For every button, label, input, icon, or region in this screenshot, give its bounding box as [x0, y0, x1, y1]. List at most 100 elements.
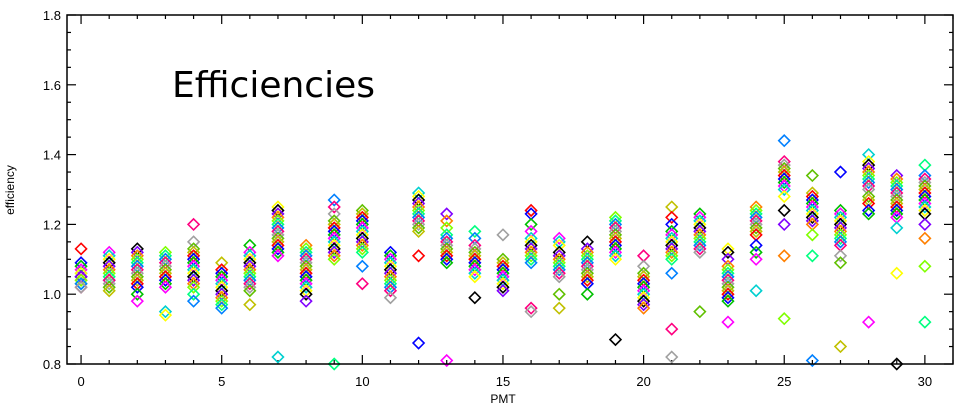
data-point-diamond [130, 287, 144, 301]
data-point-diamond [524, 249, 538, 263]
x-tick-label: 0 [77, 374, 84, 389]
data-point-diamond [805, 353, 819, 368]
y-tick-label: 0.8 [43, 357, 61, 372]
data-point-diamond [805, 168, 819, 183]
data-point-diamond [102, 280, 116, 294]
data-point-diamond [130, 280, 144, 294]
y-axis-label: efficiency [3, 165, 17, 215]
x-tick-label: 25 [777, 374, 791, 389]
data-point-diamond [524, 203, 538, 218]
data-point-diamond [608, 332, 623, 347]
data-point-diamond [440, 252, 454, 266]
data-point-diamond [693, 242, 707, 256]
x-tick-label: 10 [355, 374, 369, 389]
data-point-diamond [918, 259, 932, 273]
data-point-diamond [833, 339, 848, 354]
data-point-diamond [890, 266, 904, 280]
data-point-diamond [833, 235, 848, 249]
data-point-diamond [524, 256, 538, 270]
data-point-diamond [721, 294, 735, 308]
data-point-diamond [496, 277, 510, 291]
data-point-diamond [805, 210, 819, 225]
data-point-diamond [636, 301, 651, 315]
data-point-diamond [215, 301, 229, 315]
data-point-diamond [355, 238, 369, 252]
data-point-diamond [749, 284, 763, 298]
data-point-diamond [665, 210, 679, 225]
data-point-diamond [524, 305, 538, 319]
data-point-diamond [468, 270, 482, 284]
data-point-diamond [805, 249, 819, 263]
data-point-diamond [215, 298, 229, 312]
data-point-diamond [861, 175, 876, 190]
data-point-diamond [383, 284, 398, 298]
data-point-diamond [327, 252, 341, 266]
data-point-diamond [580, 270, 594, 284]
data-point-diamond [693, 305, 707, 319]
data-point-diamond [355, 259, 369, 273]
data-point-diamond [243, 277, 257, 291]
data-point-diamond [158, 280, 173, 294]
data-point-diamond [440, 207, 454, 221]
data-point-diamond [102, 277, 116, 291]
data-point-diamond [74, 273, 88, 287]
data-point-diamond [552, 231, 566, 245]
data-point-diamond [186, 294, 201, 308]
x-tick-label: 30 [918, 374, 932, 389]
data-point-diamond [215, 294, 229, 308]
data-point-diamond [327, 200, 341, 214]
data-point-diamond [665, 350, 679, 364]
data-point-diamond [355, 242, 369, 256]
data-point-diamond [158, 305, 173, 319]
data-point-diamond [552, 266, 566, 280]
data-point-diamond [552, 270, 566, 284]
data-point-diamond [777, 203, 791, 218]
data-point-diamond [355, 245, 369, 259]
data-point-diamond [158, 273, 173, 287]
data-point-diamond [665, 266, 679, 280]
data-point-diamond [158, 308, 173, 322]
data-point-diamond [468, 266, 482, 280]
data-point-diamond [74, 280, 88, 294]
data-point-diamond [299, 287, 313, 301]
data-point-diamond [186, 287, 201, 301]
data-point-diamond [749, 224, 763, 239]
data-point-diamond [327, 193, 341, 207]
data-point-diamond [74, 242, 88, 256]
data-point-diamond [411, 336, 426, 350]
y-tick-label: 1.2 [43, 217, 61, 232]
data-point-diamond [693, 238, 707, 252]
data-points [74, 134, 932, 371]
data-point-diamond [721, 315, 735, 329]
data-point-diamond [749, 245, 763, 259]
x-tick-labels: 0 5 10 15 20 25 30 [77, 374, 932, 389]
y-tick-labels: 0.8 1.0 1.2 1.4 1.6 1.8 [43, 8, 61, 372]
data-point-diamond [721, 291, 735, 305]
data-point-diamond [158, 277, 173, 291]
data-point-diamond [665, 249, 679, 263]
data-point-diamond [243, 280, 257, 294]
data-point-diamond [861, 315, 876, 329]
data-point-diamond [468, 263, 482, 277]
data-point-diamond [749, 238, 763, 252]
data-point-diamond [861, 189, 876, 204]
data-point-diamond [833, 165, 848, 179]
data-point-diamond [271, 249, 285, 263]
data-point-diamond [749, 221, 763, 235]
data-point-diamond [496, 228, 510, 242]
data-point-diamond [552, 263, 566, 277]
data-point-diamond [243, 284, 257, 298]
data-point-diamond [805, 214, 819, 228]
data-point-diamond [271, 245, 285, 259]
data-point-diamond [777, 217, 791, 232]
data-point-diamond [890, 203, 904, 218]
data-point-diamond [411, 249, 426, 263]
data-point-diamond [496, 284, 510, 298]
data-point-diamond [355, 277, 369, 291]
data-point-diamond [74, 277, 88, 291]
data-point-diamond [186, 273, 201, 287]
data-point-diamond [440, 214, 454, 228]
data-point-diamond [636, 294, 651, 308]
data-point-diamond [833, 256, 848, 270]
data-point-diamond [524, 252, 538, 266]
